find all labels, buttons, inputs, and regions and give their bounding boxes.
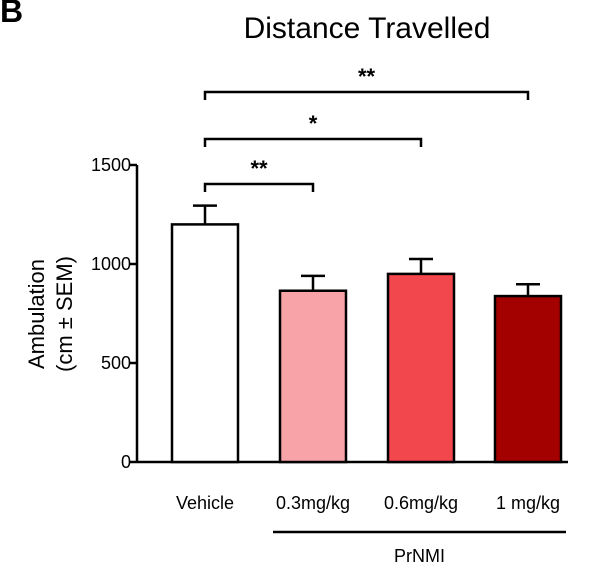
significance-bracket-1	[203, 137, 423, 147]
category-label-3: 1 mg/kg	[496, 493, 560, 513]
group-label: PrNMI	[394, 546, 445, 566]
category-label-1: 0.3mg/kg	[276, 493, 350, 513]
category-label-0: Vehicle	[176, 493, 234, 513]
significance-label-1: *	[309, 111, 318, 136]
y-tick-label-2: 1000	[91, 254, 131, 274]
category-label-2: 0.6mg/kg	[384, 493, 458, 513]
significance-bracket-2	[203, 90, 530, 100]
bar-3	[493, 294, 563, 464]
y-tick-label-3: 1500	[91, 155, 131, 175]
y-tick-label-0: 0	[121, 452, 131, 472]
y-axis-label-line1: Ambulation	[24, 259, 49, 369]
bar-2	[386, 272, 456, 464]
significance-label-0: **	[250, 156, 268, 181]
chart-title: Distance Travelled	[244, 12, 491, 45]
significance-label-2: **	[358, 64, 376, 89]
bar-1	[278, 289, 348, 464]
panel-label: B	[0, 0, 23, 29]
significance-bracket-0	[203, 182, 315, 192]
y-tick-label-1: 500	[101, 353, 131, 373]
bar-0	[170, 223, 240, 464]
y-axis-label-line2: (cm ± SEM)	[52, 256, 77, 372]
